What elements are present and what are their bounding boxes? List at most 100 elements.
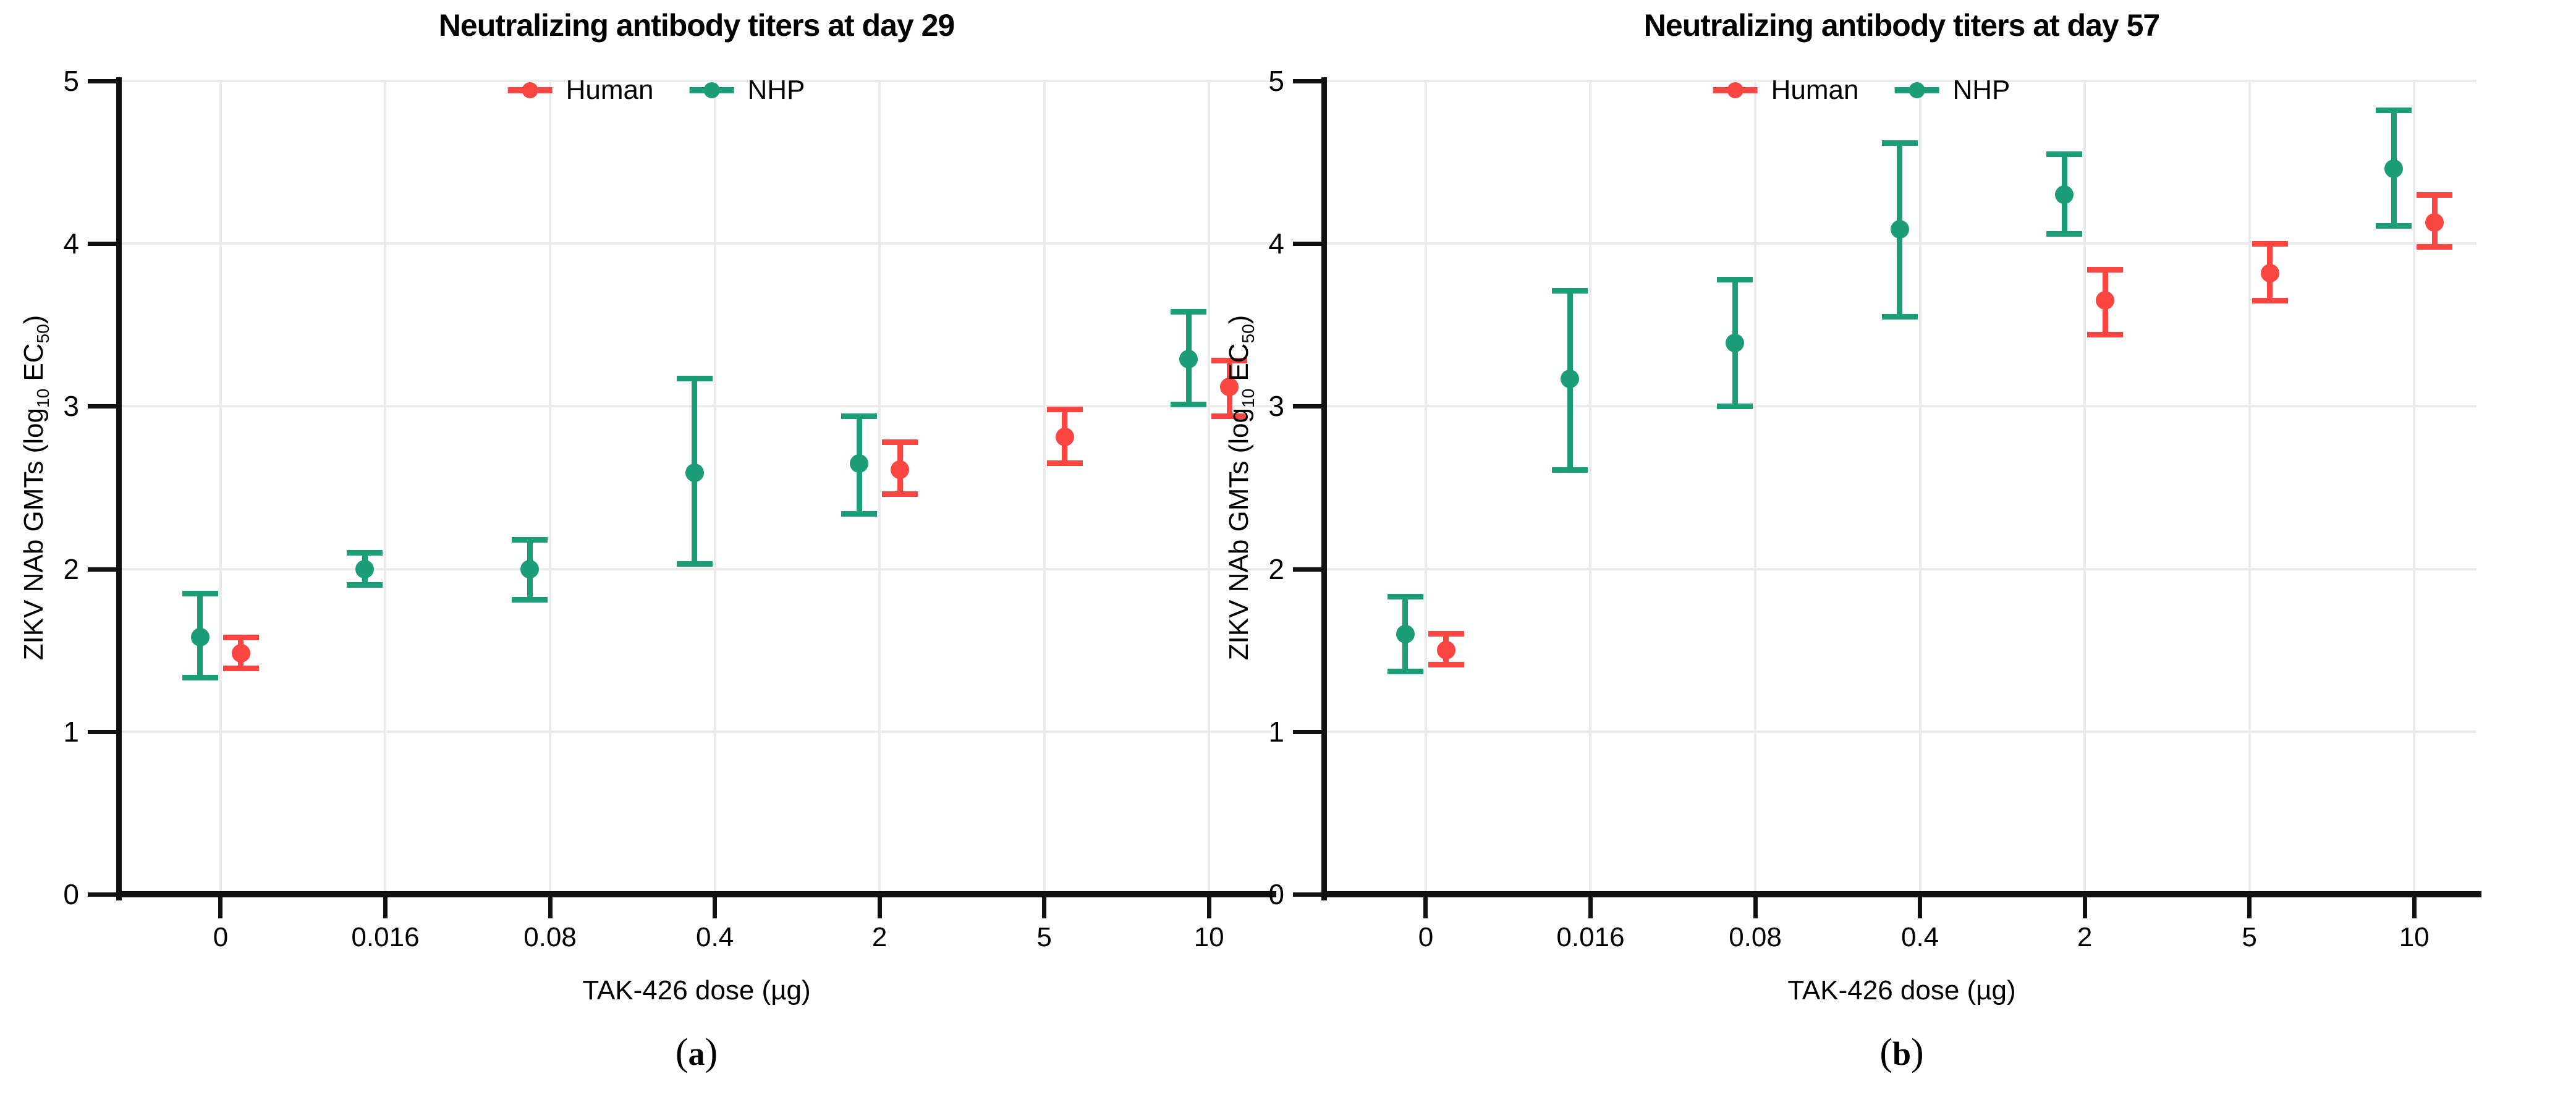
gridline-v-2 [878,81,881,894]
x-tick-label-0: 0 [213,922,229,952]
gridline-v-0.016 [1589,81,1592,894]
y-axis-title: ZIKV NAb GMTs (log10 EC50) [19,315,53,661]
panel-title: Neutralizing antibody titers at day 29 [438,8,955,43]
errorbar-cap-bottom [1171,402,1207,408]
y-axis-title-subscript: 10 [1239,388,1258,409]
gridline-h-1 [1327,730,2476,733]
gridline-v-0.08 [1754,81,1757,894]
errorbar-cap-bottom [2376,222,2412,229]
x-axis-line [1321,891,2481,897]
errorbar-cap-top [882,439,918,445]
errorbar-point [891,460,910,480]
errorbar-cap-bottom [841,510,878,517]
gridline-v-0.016 [384,81,387,894]
x-tick-2 [2082,897,2087,918]
gridline-v-5 [1043,81,1046,894]
errorbar-point [2425,213,2444,232]
errorbar-cap-bottom [1211,413,1248,419]
errorbar-point [1561,369,1580,388]
caption-letter: a [688,1035,705,1072]
errorbar-cap-bottom [882,491,918,497]
errorbar-cap-bottom [347,582,383,588]
errorbar-cap-top [1428,631,1464,637]
panel-day-57: Neutralizing antibody titers at day 57 0 1… [1205,0,2576,1105]
y-tick-0 [88,892,116,897]
legend: Human NHP [507,75,805,106]
errorbar-cap-top [2417,192,2453,198]
y-axis-title-run: EC [19,343,49,389]
x-axis-title: TAK-426 dose (µg) [1787,975,2016,1006]
x-tick-label-2: 2 [871,922,888,952]
gridline-v-0.08 [549,81,552,894]
caption-paren-open: ( [1879,1031,1892,1073]
y-axis-title-subscript: 10 [33,388,53,409]
x-axis-title: TAK-426 dose (µg) [582,975,811,1006]
errorbar-point [1396,624,1415,643]
y-axis-title-subscript: 50 [33,324,53,344]
legend-errorbar-icon-human [1713,80,1758,101]
gridline-h-2 [122,567,1271,570]
x-tick-0 [218,897,223,918]
errorbar-cap-bottom [1552,467,1588,473]
y-tick-1 [1293,729,1321,734]
x-tick-label-0.016: 0.016 [351,922,420,952]
y-tick-label-1: 1 [63,715,79,748]
x-tick-label-0.016: 0.016 [1556,922,1625,952]
y-tick-label-0: 0 [1268,878,1284,910]
errorbar-cap-top [2087,266,2124,273]
legend-label: Human [566,75,654,105]
y-tick-label-3: 3 [63,390,79,423]
errorbar-cap-top [1171,309,1207,315]
x-tick-label-5: 5 [2242,922,2257,952]
y-tick-label-4: 4 [63,227,79,260]
panel-caption: (a) [676,1031,718,1075]
errorbar-point [1726,333,1745,352]
gridline-v-0.4 [713,81,716,894]
errorbar-cap-bottom [2046,231,2083,237]
errorbar-cap-bottom [676,561,713,567]
errorbar-cap-top [1881,140,1918,146]
y-tick-4 [1293,242,1321,247]
x-tick-0.016 [1588,897,1593,918]
errorbar-cap-top [1046,407,1083,413]
y-tick-label-1: 1 [1268,715,1284,748]
x-tick-label-0: 0 [1418,922,1434,952]
x-tick-0 [1423,897,1428,918]
errorbar-cap-bottom [1717,403,1753,409]
gridline-v-2 [2083,81,2087,894]
y-axis-line [1321,77,1327,900]
legend-item-human: Human [1713,75,1858,106]
legend-errorbar-icon-human [507,80,553,101]
errorbar-cap-bottom [1387,668,1423,674]
caption-paren-open: ( [675,1031,688,1073]
x-tick-5 [1042,897,1047,918]
caption-letter: b [1892,1035,1912,1072]
gridline-v-0 [1424,81,1427,894]
panel-title: Neutralizing antibody titers at day 57 [1643,8,2160,43]
y-axis-title-run: ZIKV NAb GMTs (log [1224,408,1254,661]
legend-item-human: Human [507,75,654,106]
legend-errorbar-icon-nhp [689,80,734,101]
y-tick-1 [88,729,116,734]
errorbar-cap-top [1387,593,1423,599]
legend-key-point [703,82,720,98]
errorbar-cap-bottom [182,675,218,681]
gridline-v-5 [2248,81,2251,894]
x-axis-line [116,891,1276,897]
y-axis-title: ZIKV NAb GMTs (log10 EC50) [1224,315,1258,661]
y-axis-title-run: ZIKV NAb GMTs (log [19,408,49,661]
y-tick-label-0: 0 [63,878,79,910]
y-tick-0 [1293,892,1321,897]
gridline-h-3 [1327,405,2476,408]
x-tick-2 [877,897,882,918]
x-tick-10 [2412,897,2417,918]
legend: Human NHP [1713,75,2010,106]
errorbar-cap-top [182,590,218,596]
errorbar-cap-bottom [1881,314,1918,320]
y-tick-label-4: 4 [1268,227,1284,260]
y-axis-title-run: ) [1224,315,1254,324]
errorbar-cap-bottom [1428,662,1464,668]
gridline-v-0 [219,81,222,894]
caption-paren-close: ) [1911,1031,1924,1073]
